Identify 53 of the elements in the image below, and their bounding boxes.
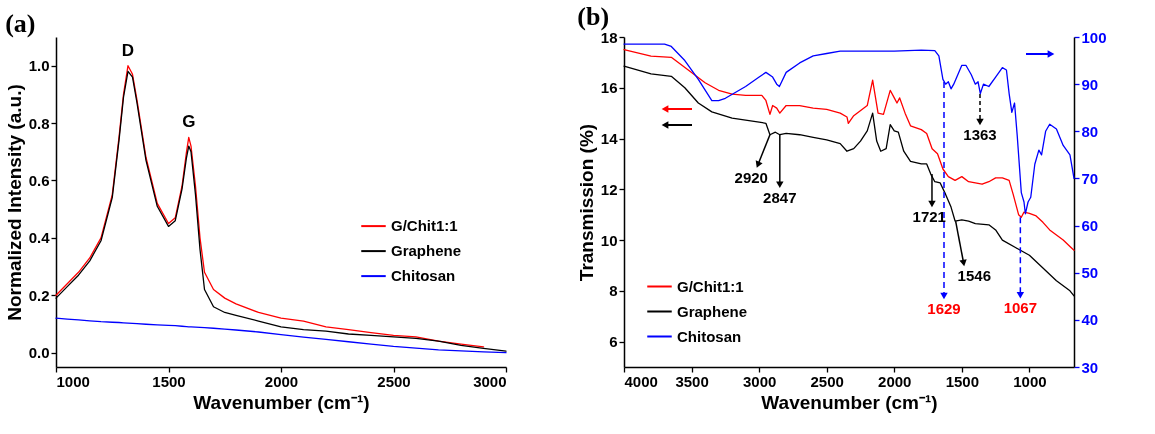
y-tick-label: 0.8 xyxy=(28,114,50,132)
y2-tick-label: 80 xyxy=(1081,122,1099,140)
y-tick-label: 0.6 xyxy=(28,171,50,189)
y2-tick-label: 90 xyxy=(1081,75,1099,93)
y2-tick-label: 30 xyxy=(1081,358,1099,376)
y-axis-title: Transmission (%) xyxy=(575,123,597,282)
x-tick-label: 1000 xyxy=(1013,372,1047,390)
x-tick-label: 4000 xyxy=(624,372,658,390)
legend-label: G/Chit1:1 xyxy=(677,277,744,295)
annotation: 2920 xyxy=(734,168,768,186)
x-tick-label: 3000 xyxy=(473,372,507,390)
x-tick-label: 2500 xyxy=(810,372,844,390)
annotation: 1067 xyxy=(1003,299,1038,317)
x-tick-label: 1000 xyxy=(56,372,90,390)
annotation: D xyxy=(121,40,135,60)
y-tick-label: 1.0 xyxy=(28,57,50,75)
x-tick-label: 3500 xyxy=(675,372,709,390)
legend-label: Graphene xyxy=(677,302,748,320)
y-tick-label: 12 xyxy=(600,180,618,198)
annotation: G xyxy=(182,112,196,132)
y2-tick-label: 50 xyxy=(1081,264,1099,282)
y2-tick-label: 60 xyxy=(1081,217,1099,235)
x-tick-label: 2000 xyxy=(878,372,912,390)
y2-tick-label: 70 xyxy=(1081,169,1099,187)
y-tick-label: 0.0 xyxy=(28,344,50,362)
y-axis-title: Normalized Intensity (a.u.) xyxy=(3,84,25,321)
y-tick-label: 0.2 xyxy=(28,286,50,304)
x-tick-label: 1500 xyxy=(152,372,186,390)
y-tick-label: 6 xyxy=(609,333,618,351)
legend-label: G/Chit1:1 xyxy=(391,217,458,235)
chart-title: (a) xyxy=(5,9,36,38)
annotation: 1629 xyxy=(927,300,961,317)
annotation: 1721 xyxy=(912,208,946,226)
x-tick-label: 3000 xyxy=(742,372,777,390)
annotation: 1546 xyxy=(957,267,991,285)
x-axis-title: Wavenumber (cm⁻¹) xyxy=(761,391,938,413)
y-tick-label: 14 xyxy=(600,130,619,148)
annotation: 2847 xyxy=(763,188,797,206)
annotation: 1363 xyxy=(963,126,997,143)
x-tick-label: 2500 xyxy=(377,372,411,390)
chart-title: (b) xyxy=(577,2,610,31)
x-tick-label: 1500 xyxy=(945,372,980,390)
y-tick-label: 8 xyxy=(609,282,618,300)
y2-tick-label: 100 xyxy=(1081,28,1107,46)
x-axis-title: Wavenumber (cm⁻¹) xyxy=(193,391,370,413)
legend-label: Graphene xyxy=(391,242,462,260)
y-tick-label: 0.4 xyxy=(28,229,51,247)
x-tick-label: 2000 xyxy=(264,372,299,390)
y-tick-label: 16 xyxy=(600,79,618,97)
legend-label: Chitosan xyxy=(391,267,456,285)
y-tick-label: 10 xyxy=(600,231,618,249)
y2-tick-label: 40 xyxy=(1081,311,1099,329)
legend-label: Chitosan xyxy=(677,327,742,345)
